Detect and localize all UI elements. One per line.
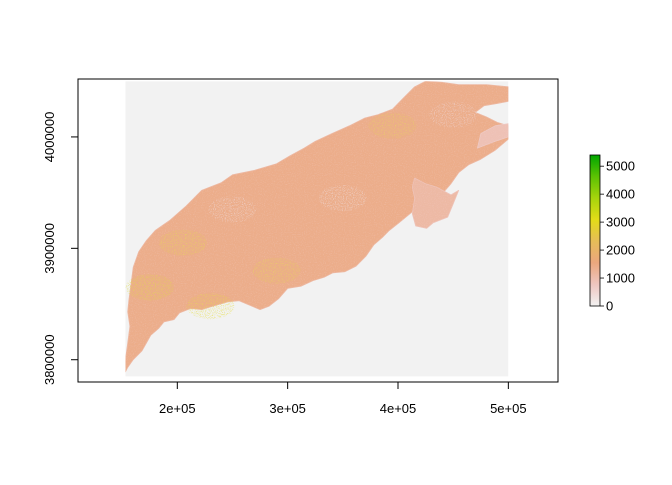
texture-main-region: [125, 81, 509, 372]
y-tick-label: 4000000: [42, 112, 57, 163]
y-tick-label: 3800000: [42, 334, 57, 385]
legend-tick-label: 0: [606, 299, 613, 314]
y-tick-label: 3900000: [42, 223, 57, 274]
x-tick-label: 3e+05: [269, 401, 306, 416]
color-legend: 0 1000 2000 3000 4000 5000: [589, 154, 635, 314]
raster-layer: [125, 81, 509, 377]
legend-colorbar: [590, 155, 600, 306]
texture-northeast-strip: [477, 123, 509, 149]
legend-tick-label: 4000: [606, 187, 635, 202]
legend-tick-label: 3000: [606, 215, 635, 230]
x-tick-label: 4e+05: [380, 401, 417, 416]
x-tick-label: 2e+05: [159, 401, 196, 416]
texture-layer: [125, 81, 509, 372]
axes: 2e+05 3e+05 4e+05 5e+05 3800000 3900000 400000…: [42, 112, 527, 416]
texture-eastern-lobe: [412, 178, 459, 229]
x-tick-label: 5e+05: [490, 401, 527, 416]
legend-border: [589, 154, 601, 307]
legend-tick-label: 2000: [606, 243, 635, 258]
legend-tick-label: 1000: [606, 271, 635, 286]
legend-tick-label: 5000: [606, 159, 635, 174]
